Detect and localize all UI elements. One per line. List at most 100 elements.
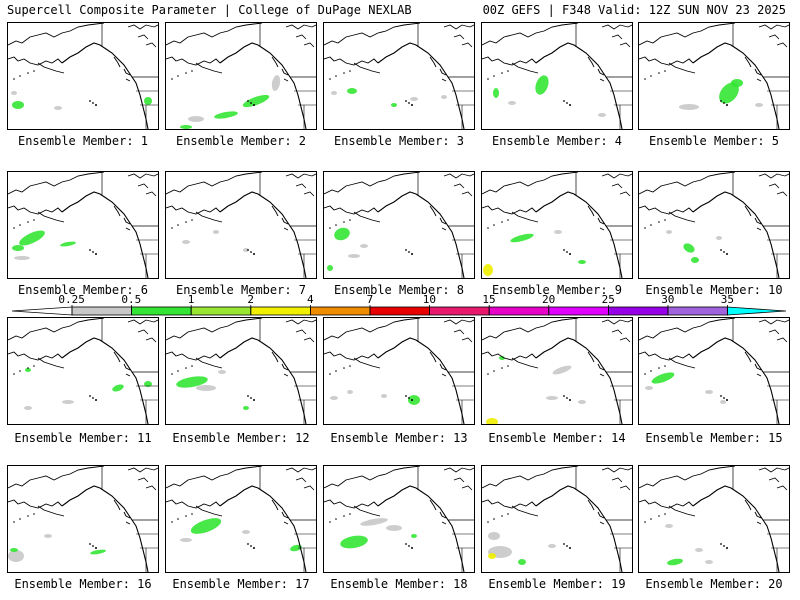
scp-contour-area <box>731 79 743 87</box>
scp-contour-area <box>651 372 675 384</box>
ensemble-map-panel <box>638 465 790 573</box>
scp-contour-area <box>510 233 534 243</box>
scp-contour-area <box>19 230 45 246</box>
colorbar-arrow-icon <box>12 305 787 316</box>
colorbar-segment <box>190 306 252 316</box>
scp-contour-area <box>493 88 499 98</box>
map-icon <box>324 172 474 278</box>
scp-contour-area <box>14 256 30 260</box>
scp-contour-area <box>691 257 699 263</box>
ensemble-member-label: Ensemble Member: 15 <box>645 431 783 445</box>
scp-contour-area <box>214 111 238 119</box>
ensemble-member-label: Ensemble Member: 14 <box>488 431 626 445</box>
scp-contour-area <box>411 534 417 538</box>
scp-contour-area <box>196 385 216 391</box>
scp-contour-area <box>218 370 226 374</box>
colorbar-tick-label: 1 <box>187 293 195 306</box>
ensemble-member-label: Ensemble Member: 6 <box>17 283 149 297</box>
colorbar-left-arrow <box>12 306 73 316</box>
ensemble-map-panel <box>323 317 475 425</box>
scp-contour-area <box>683 243 695 253</box>
ensemble-member-label: Ensemble Member: 17 <box>172 577 310 591</box>
map-icon <box>324 466 474 572</box>
scp-contour-area <box>144 97 152 105</box>
scp-contour-area <box>24 406 32 410</box>
map-icon <box>8 318 158 424</box>
colorbar-segment <box>429 306 490 316</box>
map-icon <box>324 318 474 424</box>
scp-contour-area <box>10 548 18 552</box>
colorbar-segment <box>488 306 550 316</box>
ensemble-member-label: Ensemble Member: 13 <box>330 431 468 445</box>
ensemble-map-panel <box>7 171 159 279</box>
scp-contour-area <box>486 418 498 424</box>
scp-contour-area <box>54 106 62 110</box>
colorbar-segment <box>608 306 669 316</box>
scp-contour-area <box>180 538 192 542</box>
scp-contour-area <box>716 236 722 240</box>
colorbar-segment <box>131 306 192 316</box>
scp-contour-area <box>44 534 52 538</box>
map-icon <box>482 466 632 572</box>
ensemble-map-panel <box>638 317 790 425</box>
colorbar-tick-label: 20 <box>542 293 556 306</box>
scp-contour-area <box>408 395 420 405</box>
scp-contour-area <box>679 104 699 110</box>
scp-contour-area <box>180 125 192 129</box>
scp-contour-area <box>347 88 357 94</box>
scp-contour-area <box>705 390 713 394</box>
ensemble-member-label: Ensemble Member: 2 <box>175 134 307 148</box>
scp-contour-area <box>719 82 739 104</box>
scp-contour-area <box>483 264 493 276</box>
map-icon <box>639 466 789 572</box>
map-icon <box>166 23 316 129</box>
ensemble-member-label: Ensemble Member: 18 <box>330 577 468 591</box>
ensemble-member-label: Ensemble Member: 16 <box>14 577 152 591</box>
colorbar-tick-label: 0.25 <box>58 293 85 306</box>
colorbar-tick-label: 7 <box>366 293 374 306</box>
map-icon <box>639 23 789 129</box>
map-icon <box>166 318 316 424</box>
scp-contour-area <box>243 406 249 410</box>
ensemble-map-panel <box>165 171 317 279</box>
scp-contour-area <box>548 544 556 548</box>
ensemble-map-panel <box>638 171 790 279</box>
colorbar-segment <box>250 306 311 316</box>
map-icon <box>166 466 316 572</box>
ensemble-map-panel <box>481 317 633 425</box>
ensemble-member-label: Ensemble Member: 5 <box>648 134 780 148</box>
ensemble-map-panel <box>7 317 159 425</box>
scp-contour-area <box>546 396 558 400</box>
colorbar: 0.25 0.5 1 2 4 7 10 15 20 25 30 35 <box>12 294 788 323</box>
colorbar-tick-label: 30 <box>661 293 675 306</box>
ensemble-map-panel <box>165 465 317 573</box>
scp-contour-area <box>598 113 606 117</box>
colorbar-tick-label: 4 <box>307 293 314 306</box>
scp-contour-area <box>90 549 106 555</box>
scp-contour-area <box>410 97 418 101</box>
scp-contour-area <box>488 553 496 559</box>
colorbar-segment <box>71 306 132 316</box>
scp-contour-area <box>112 384 124 392</box>
scp-contour-area <box>62 400 74 404</box>
colorbar-segment <box>667 306 728 316</box>
colorbar-tick-label: 0.5 <box>121 293 142 306</box>
scp-contour-area <box>12 101 24 109</box>
map-icon <box>639 318 789 424</box>
scp-contour-area <box>290 544 302 552</box>
scp-contour-area <box>242 530 250 534</box>
map-icon <box>482 172 632 278</box>
ensemble-map-panel <box>481 465 633 573</box>
scp-contour-area <box>25 368 31 372</box>
colorbar-tick-label: 10 <box>422 293 437 306</box>
scp-contour-area <box>518 559 526 565</box>
ensemble-member-label: Ensemble Member: 3 <box>333 134 465 148</box>
scp-contour-area <box>360 244 368 248</box>
scp-contour-area <box>330 396 338 400</box>
ensemble-map-panel <box>481 171 633 279</box>
scp-contour-area <box>705 560 713 564</box>
scp-contour-area <box>8 550 24 562</box>
scp-contour-area <box>695 548 703 552</box>
scp-contour-area <box>578 400 586 404</box>
ensemble-member-label: Ensemble Member: 1 <box>17 134 149 148</box>
